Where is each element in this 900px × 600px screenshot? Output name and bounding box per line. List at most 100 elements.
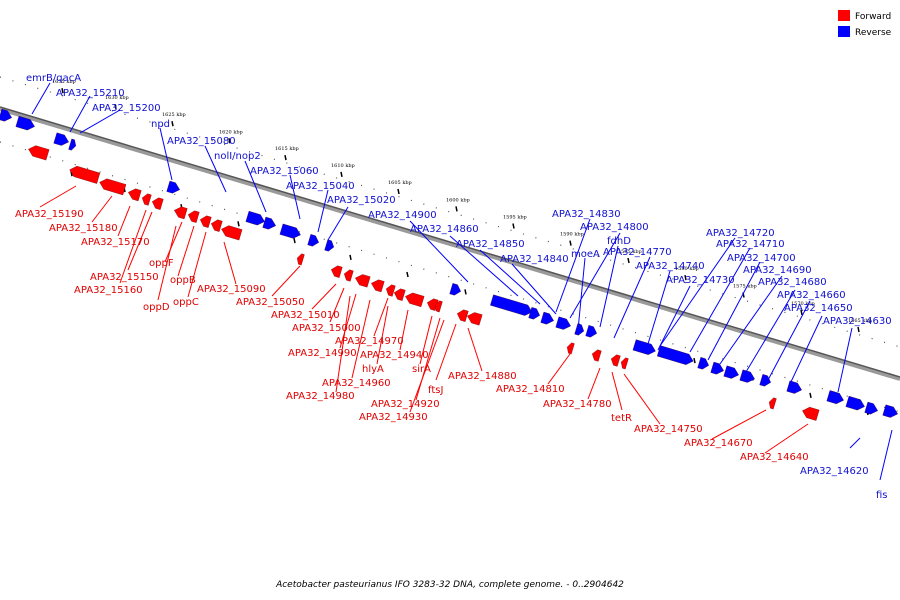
reverse-gene-label: moeA <box>571 249 600 260</box>
forward-gene-label: APA32_15190 <box>15 209 84 220</box>
forward-gene-label: APA32_15000 <box>292 323 361 334</box>
reverse-gene-arrow <box>882 404 898 418</box>
label-leader-line <box>244 160 267 213</box>
scale-tick-mark <box>406 271 409 278</box>
genome-axis <box>0 76 900 413</box>
label-leader-line <box>117 205 131 237</box>
forward-gene-arrow <box>802 406 820 421</box>
forward-gene-label: APA32_14750 <box>634 424 703 435</box>
reverse-gene-label: APA32_14770 <box>603 247 672 258</box>
label-leader-line <box>547 353 571 385</box>
scale-tick-label: 1580 kbp <box>675 266 699 272</box>
reverse-gene-label: APA32_14900 <box>368 210 437 221</box>
label-leader-line <box>399 309 409 351</box>
scale-tick-label: 1620 kbp <box>219 129 243 135</box>
scale-tick-mark <box>114 103 117 110</box>
forward-gene-arrow <box>355 274 371 288</box>
reverse-gene-label: APA32_14630 <box>823 316 892 327</box>
label-leader-line <box>569 232 621 319</box>
forward-gene-arrow <box>221 225 243 241</box>
forward-gene-label: APA32_15170 <box>81 237 150 248</box>
scale-tick-mark <box>800 309 803 316</box>
scale-tick-mark <box>693 357 696 364</box>
forward-gene-arrow <box>385 284 396 297</box>
reverse-gene-arrow <box>262 216 276 230</box>
reverse-gene-arrow <box>585 325 597 338</box>
label-leader-line <box>479 249 541 305</box>
label-leader-line <box>127 211 153 271</box>
reverse-gene-arrow <box>759 374 771 387</box>
forward-gene-label: APA32_14810 <box>496 384 565 395</box>
genome-axis-line <box>0 106 900 378</box>
forward-gene-label: APA32_15090 <box>197 284 266 295</box>
scale-tick-label: 1625 kbp <box>162 112 186 118</box>
reverse-gene-arrow <box>15 115 35 131</box>
forward-gene-arrow <box>99 178 127 196</box>
reverse-gene-label: APA32_14740 <box>636 261 705 272</box>
forward-gene-arrow <box>141 193 152 206</box>
reverse-gene-label: nolI/nop2 <box>214 151 261 162</box>
forward-gene-label: hlyA <box>362 364 384 375</box>
reverse-gene-label: APA32_14730 <box>666 275 735 286</box>
reverse-gene-arrow <box>53 132 69 146</box>
reverse-gene-label: APA32_14690 <box>743 265 812 276</box>
forward-gene-arrow <box>69 165 101 184</box>
label-leader-line <box>376 305 389 365</box>
reverse-gene-label: APA32_14800 <box>580 222 649 233</box>
label-leader-line <box>587 367 601 400</box>
reverse-gene-label: APA32_14720 <box>706 228 775 239</box>
label-leader-line <box>329 287 345 323</box>
reverse-gene-arrow <box>490 294 533 316</box>
label-leader-line <box>187 231 207 298</box>
reverse-gene-arrow <box>324 239 335 252</box>
label-leader-line <box>373 297 389 337</box>
forward-gene-arrow <box>371 279 385 293</box>
label-leader-line <box>31 82 51 115</box>
reverse-gene-label: APA32_14650 <box>784 303 853 314</box>
label-leader-line <box>764 423 809 454</box>
scale-tick-label: 1605 kbp <box>388 180 412 186</box>
scale-tick-mark <box>684 274 687 281</box>
label-leader-line <box>647 270 671 345</box>
reverse-gene-label: APA32_15200 <box>92 103 161 114</box>
reverse-gene-label: APA32_15020 <box>327 195 396 206</box>
reverse-gene-arrow <box>826 390 844 405</box>
forward-gene-label: APA32_14960 <box>322 378 391 389</box>
label-leader-line <box>511 263 557 315</box>
scale-tick-mark <box>569 240 572 246</box>
legend-reverse-label: Reverse <box>855 28 892 38</box>
scale-tick-label: 1565 kbp <box>848 318 872 324</box>
reverse-gene-label: APA32_15040 <box>286 181 355 192</box>
scale-tick-mark <box>857 326 860 333</box>
label-leader-line <box>767 300 811 381</box>
reverse-gene-arrow <box>528 307 540 320</box>
scale-tick-mark <box>228 138 231 144</box>
scale-tick-mark <box>809 392 812 399</box>
scale-tick-label: 1615 kbp <box>275 146 299 152</box>
forward-gene-label: oppF <box>149 258 174 269</box>
legend-forward-label: Forward <box>855 12 891 22</box>
label-leader-line <box>79 109 121 134</box>
scale-tick-mark <box>464 289 467 295</box>
forward-gene-label: APA32_15050 <box>236 297 305 308</box>
reverse-gene-label: APA32_14850 <box>456 239 525 250</box>
forward-gene-arrow <box>331 265 343 278</box>
forward-gene-arrow <box>128 188 142 202</box>
scale-tick-label: 1630 kbp <box>105 95 129 101</box>
reverse-gene-label: emrB/qacA <box>26 73 81 84</box>
reverse-gene-label: APA32_14860 <box>410 224 479 235</box>
forward-gene-arrow <box>591 349 602 362</box>
forward-gene-label: APA32_14970 <box>335 336 404 347</box>
forward-gene-label: APA32_15150 <box>90 272 159 283</box>
scale-tick-label: 1585 kbp <box>618 249 642 255</box>
reverse-gene-arrow <box>555 316 571 330</box>
scale-tick-mark <box>349 254 352 261</box>
forward-gene-label: oppC <box>173 297 199 308</box>
reverse-gene-label: APA32_14680 <box>758 277 827 288</box>
forward-gene-label: APA32_14780 <box>543 399 612 410</box>
reverse-gene-label: APA32_15210 <box>56 88 125 99</box>
forward-gene-arrow <box>610 354 621 367</box>
scale-tick-mark <box>397 188 400 195</box>
reverse-gene-arrow <box>68 138 77 151</box>
forward-gene-label: APA32_14940 <box>360 350 429 361</box>
